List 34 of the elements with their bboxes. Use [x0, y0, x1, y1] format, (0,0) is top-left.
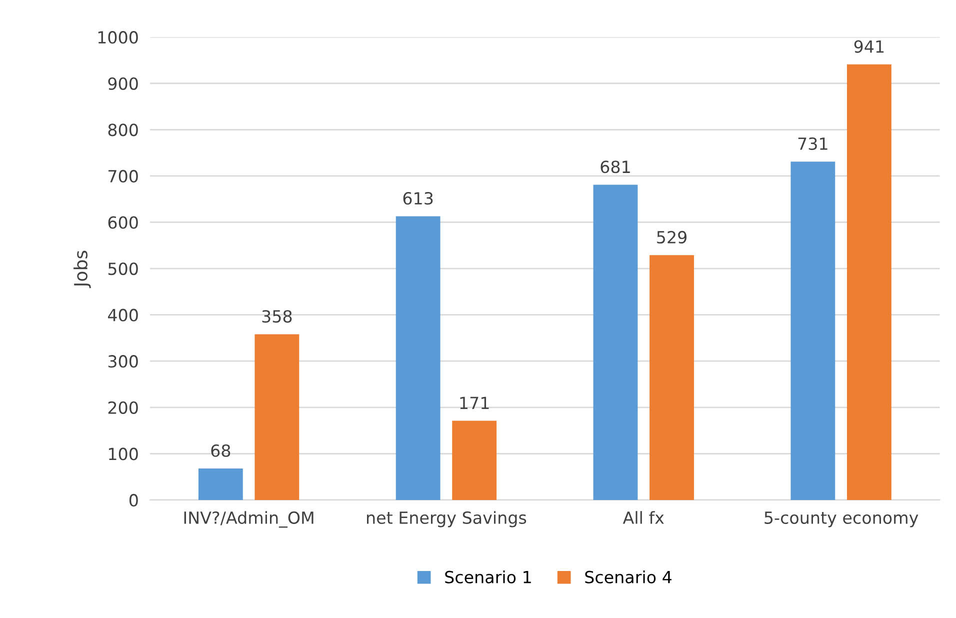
y-tick-label: 700 [108, 170, 138, 183]
y-tick-label: 900 [108, 77, 138, 90]
data-label: 358 [262, 310, 292, 323]
bar [198, 468, 243, 500]
x-tick-label: All fx [622, 511, 664, 524]
y-tick-label: 200 [108, 401, 138, 414]
bar [846, 64, 892, 500]
bar [790, 162, 836, 500]
bar [452, 420, 497, 500]
x-tick-label: net Energy Savings [367, 511, 526, 528]
bar [254, 334, 300, 500]
bar [396, 216, 440, 500]
bar [650, 255, 694, 500]
legend-label: Scenario 1 [445, 570, 531, 584]
data-label: 941 [854, 40, 884, 53]
y-axis-title: Jobs [74, 250, 91, 288]
legend-label: Scenario 4 [585, 570, 672, 584]
y-tick-label: 600 [108, 216, 138, 229]
data-label: 171 [460, 396, 489, 410]
data-label: 681 [600, 160, 630, 174]
y-tick-label: 100 [109, 448, 138, 460]
y-tick-label: 1000 [98, 31, 138, 44]
y-tick-label: 400 [108, 308, 138, 322]
bar [593, 184, 638, 500]
data-label: 613 [403, 192, 433, 205]
data-label: 731 [798, 137, 828, 150]
y-tick-label: 800 [108, 124, 138, 136]
data-label: 529 [657, 230, 686, 244]
y-tick-label: 0 [129, 494, 138, 507]
y-tick-label: 300 [108, 355, 138, 368]
data-label: 68 [211, 444, 230, 457]
y-tick-label: 500 [108, 262, 138, 276]
x-tick-label: INV?/Admin_OM [184, 511, 314, 528]
x-tick-label: 5-county economy [764, 512, 918, 528]
